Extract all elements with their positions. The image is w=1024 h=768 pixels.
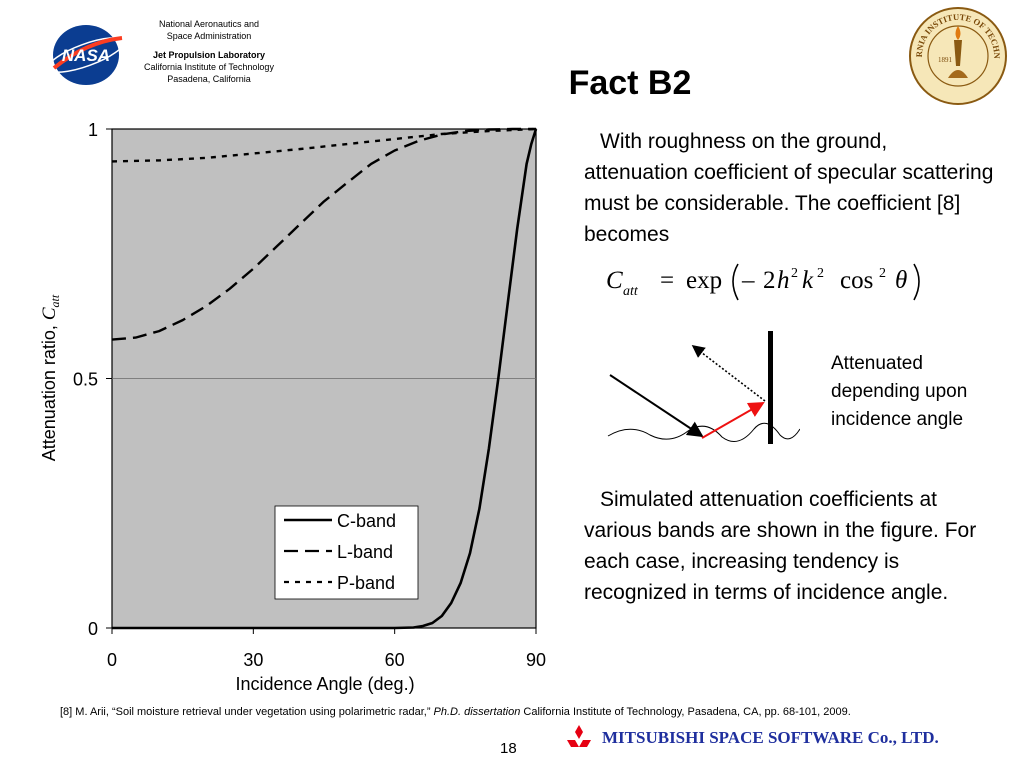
formula-symbol: C — [606, 267, 623, 294]
formula-subscript: att — [623, 284, 639, 299]
legend-box — [274, 505, 419, 600]
x-tick-label: 30 — [243, 650, 263, 670]
y-axis-title-prefix: Attenuation ratio, — [39, 320, 59, 461]
chart-legend: C-band L-band P-band — [274, 505, 419, 600]
y-axis-title-sub: att — [48, 294, 62, 307]
formula-equals: = — [660, 267, 674, 294]
slide-title: Fact B2 — [568, 64, 692, 102]
diagram-caption: Attenuated depending upon incidence angl… — [831, 353, 968, 430]
formula-k-exponent: 2 — [817, 266, 824, 281]
series-line-l-band — [111, 127, 536, 341]
paragraph-1-text: With roughness on the ground, attenuatio… — [584, 130, 994, 246]
reference-citation: [8] M. Arii, “Soil moisture retrieval un… — [60, 706, 1020, 718]
x-tick-label: 60 — [385, 650, 405, 670]
y-axis-title-symbol: C — [39, 307, 60, 320]
legend-label-c-band: C-band — [337, 511, 396, 531]
specular-reflection-arrow — [691, 345, 766, 402]
formula-minus: – — [741, 267, 755, 294]
y-tick-label: 1 — [88, 120, 98, 140]
formula-cos-exponent: 2 — [879, 266, 886, 281]
formula-right-paren — [913, 263, 920, 301]
series-layer — [111, 127, 538, 630]
x-axis-title: Incidence Angle (deg.) — [235, 674, 414, 694]
legend-label-p-band: P-band — [337, 573, 395, 593]
jpl-header-block: National Aeronautics and Space Administr… — [130, 18, 288, 85]
lab-name: Jet Propulsion Laboratory — [152, 50, 266, 60]
series-line-c-band — [112, 128, 538, 630]
formula-h: h — [777, 267, 790, 294]
seal-year: 1891 — [938, 56, 953, 64]
series-line-p-band — [111, 127, 537, 163]
attenuation-formula: C att = exp – 2 h 2 k 2 cos 2 θ — [606, 258, 920, 301]
explanation-paragraph-1: With roughness on the ground, attenuatio… — [584, 126, 994, 250]
institute-name: California Institute of Technology — [144, 62, 274, 72]
legend-label-l-band: L-band — [337, 542, 393, 562]
caltech-seal: CALIFORNIA INSTITUTE OF TECHNOLOGY 1891 — [908, 6, 1007, 105]
company-name: MITSUBISHI SPACE SOFTWARE Co., LTD. — [602, 728, 939, 747]
paragraph-2-text: Simulated attenuation coefficients at va… — [584, 488, 977, 604]
mitsubishi-diamonds-logo — [567, 725, 591, 747]
svg-text:C att = exp –: C att = exp – 2 h 2 k 2 cos 2 θ — [606, 258, 907, 301]
x-tick-label: 0 — [107, 650, 117, 670]
formula-h-exponent: 2 — [791, 266, 798, 281]
explanation-paragraph-2: Simulated attenuation coefficients at va… — [584, 484, 994, 608]
formula-theta: θ — [895, 267, 907, 294]
attenuation-chart: 0 30 60 90 0 0.5 1 C-band L-band P-band Incide… — [39, 120, 546, 694]
formula-function: exp — [686, 267, 722, 294]
page-number: 18 — [500, 740, 517, 757]
reflection-diagram — [607, 331, 800, 444]
attenuated-reflection-arrow — [701, 402, 765, 439]
reference-italic: Ph.D. dissertation — [433, 706, 521, 718]
y-tick-label: 0 — [88, 619, 98, 639]
location: Pasadena, California — [167, 74, 251, 84]
formula-left-paren — [732, 263, 739, 301]
incident-ray-arrow — [609, 374, 704, 438]
agency-line-1: National Aeronautics and — [158, 19, 260, 29]
nasa-wordmark: NASA — [62, 46, 110, 65]
reference-suffix: California Institute of Technology, Pasa… — [520, 706, 851, 718]
formula-cos: cos — [840, 267, 873, 294]
vertical-wall — [768, 331, 773, 444]
formula-coefficient: 2 — [763, 267, 776, 294]
x-tick-label: 90 — [526, 650, 546, 670]
reference-prefix: [8] M. Arii, “Soil moisture retrieval un… — [60, 706, 434, 718]
agency-line-2: Space Administration — [166, 31, 252, 41]
axis-layer: 0 30 60 90 0 0.5 1 — [73, 120, 546, 670]
y-axis-title: Attenuation ratio, Catt — [39, 294, 62, 461]
formula-k: k — [802, 267, 814, 294]
nasa-logo: NASA — [47, 25, 125, 85]
rough-ground-line — [607, 422, 800, 442]
y-tick-label: 0.5 — [73, 370, 98, 390]
